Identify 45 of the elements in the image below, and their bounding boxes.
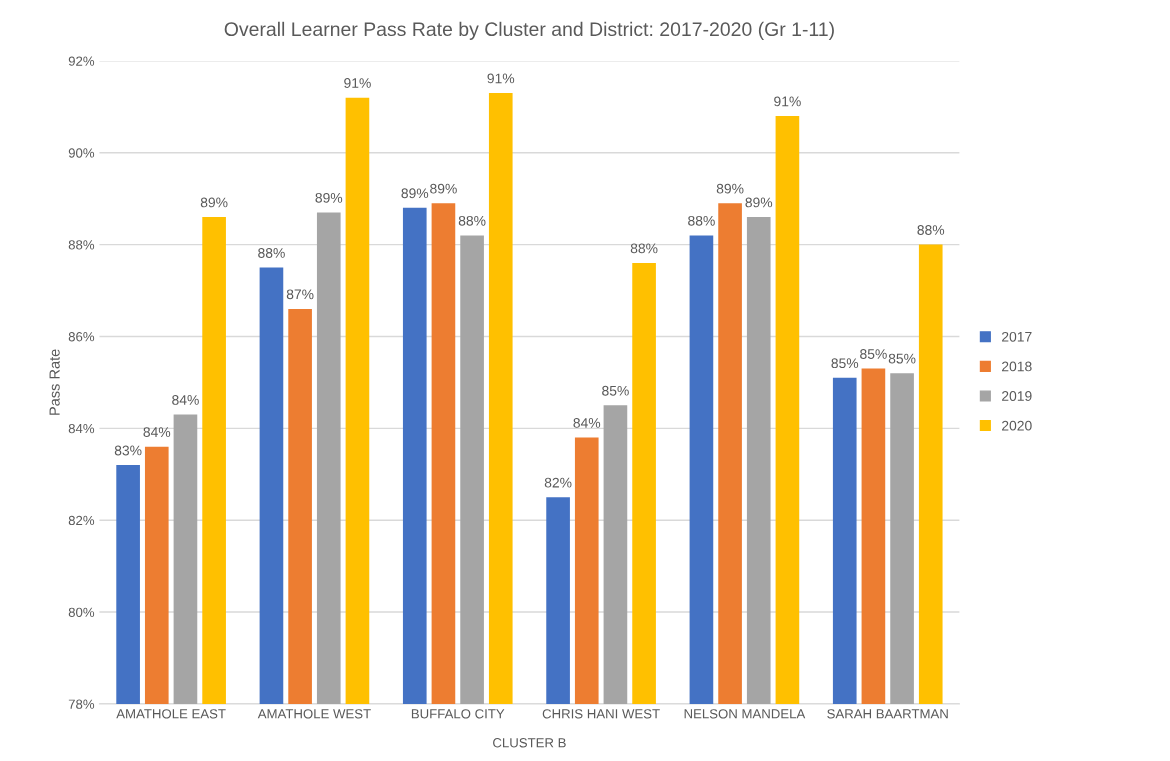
data-label: 89% [315,192,343,203]
data-label: 91% [344,78,371,88]
y-tick-label: 92% [68,56,95,66]
data-label: 88% [458,215,486,226]
data-label: 91% [487,73,515,84]
data-label: 85% [860,349,887,359]
data-label: 89% [430,183,457,194]
x-tick-label: AMATHOLE EAST [116,709,226,719]
y-axis-title: Pass Rate [49,349,60,415]
data-label: 88% [258,248,285,258]
data-label: 82% [544,477,572,488]
x-tick-label: BUFFALO CITY [411,709,505,719]
data-label: 88% [630,243,658,254]
y-tick-label: 80% [68,607,95,617]
legend-label: 2019 [1002,391,1032,401]
y-tick-label: 88% [68,240,95,250]
y-tick-label: 78% [68,699,95,709]
chart-title: Overall Learner Pass Rate by Cluster and District: 2017-2020 (Gr 1-11) [224,21,834,40]
data-label: 89% [200,197,228,208]
data-label: 91% [774,96,801,107]
data-label: 88% [688,215,715,226]
data-label: 85% [831,358,859,369]
legend-label: 2018 [1002,361,1032,372]
legend-label: 2020 [1002,420,1032,431]
data-label: 89% [401,188,429,199]
y-tick-label: 90% [68,148,95,158]
legend-label: 2017 [1002,331,1032,342]
data-label: 89% [716,183,744,194]
x-axis-title: CLUSTER B [493,738,566,748]
y-tick-label: 86% [68,332,95,342]
data-label: 84% [143,427,171,438]
data-label: 84% [573,418,601,428]
y-tick-label: 82% [68,515,95,526]
y-tick-label: 84% [68,423,95,434]
data-label: 85% [602,385,629,396]
x-tick-label: NELSON MANDELA [684,709,806,719]
data-label: 87% [286,289,314,300]
data-label: 89% [745,197,773,208]
data-label: 88% [917,225,945,235]
x-tick-label: SARAH BAARTMAN [827,709,948,719]
x-tick-label: CHRIS HANI WEST [542,709,660,719]
data-label: 84% [172,395,199,405]
data-label: 83% [114,445,142,456]
data-label: 85% [888,353,916,364]
x-tick-label: AMATHOLE WEST [257,709,371,719]
